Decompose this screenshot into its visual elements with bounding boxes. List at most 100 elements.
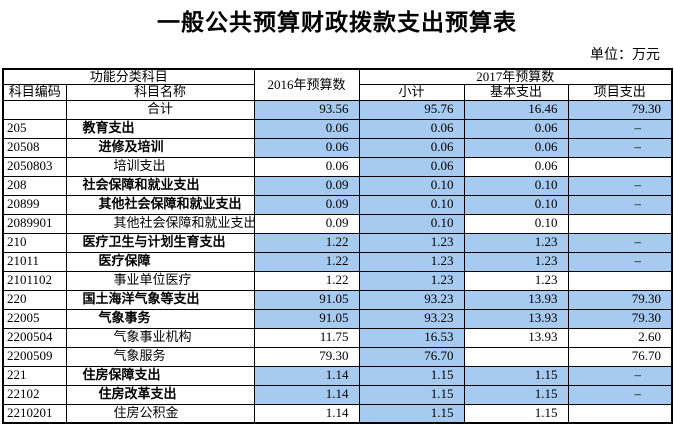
basic-2017-cell: 1.15 (463, 365, 569, 386)
subject-code-cell: 22005 (2, 308, 67, 329)
budget-2016-cell: 1.22 (253, 270, 360, 291)
budget-2016-cell: 91.05 (253, 289, 360, 310)
budget-2016-cell: 0.09 (253, 213, 360, 234)
subtotal-2017-cell: 1.15 (358, 384, 465, 405)
budget-2016-cell: 0.09 (253, 194, 360, 215)
subject-name-cell: 气象事务 (65, 308, 255, 329)
subtotal-2017-cell: 0.06 (358, 137, 465, 158)
subject-code-cell: 2200509 (2, 346, 67, 367)
subject-code-cell: 2200504 (2, 327, 67, 348)
table-row: 2101102 事业单位医疗 1.22 1.23 1.23 (2, 270, 673, 291)
budget-2016-cell: 0.09 (253, 175, 360, 196)
basic-2017-cell: 0.10 (463, 175, 569, 196)
subject-code-cell: 2050803 (2, 156, 67, 177)
subtotal-2017-cell: 1.23 (358, 232, 465, 253)
table-row: 2200509 气象服务 79.30 76.70 76.70 (2, 346, 673, 367)
total-label: 合计 (65, 99, 255, 120)
subject-name-cell: 医疗保障 (65, 251, 255, 272)
subject-code-cell: 205 (2, 118, 67, 139)
subtotal-2017-cell: 1.15 (358, 365, 465, 386)
table-row: 21011 医疗保障 1.22 1.23 1.23– (2, 251, 673, 272)
subject-code-cell: 208 (2, 175, 67, 196)
project-2017-cell: – (567, 118, 673, 139)
header-row-1: 功能分类科目 2016年预算数 2017年预算数 (2, 68, 673, 101)
project-2017-cell: 2.60 (567, 327, 673, 348)
page-title: 一般公共预算财政拨款支出预算表 (157, 10, 517, 35)
budget-2016-cell: 0.06 (253, 156, 360, 177)
basic-2017-cell (463, 346, 569, 367)
subject-code-cell: 20899 (2, 194, 67, 215)
header-subtotal: 小计 (358, 84, 465, 101)
project-2017-cell: – (567, 137, 673, 158)
table-row: 2050803 培训支出 0.06 0.06 0.06 (2, 156, 673, 177)
table-row: 2200504 气象事业机构 11.75 16.53 13.93 2.60 (2, 327, 673, 348)
subject-code-cell: 2089901 (2, 213, 67, 234)
basic-2017-cell: 13.93 (463, 308, 569, 329)
subject-name-cell: 其他社会保障和就业支出 (65, 194, 255, 215)
basic-2017-cell: 13.93 (463, 327, 569, 348)
subject-code-cell: 221 (2, 365, 67, 386)
subtotal-2017-cell: 1.15 (358, 403, 465, 424)
header-basic-expenditure: 基本支出 (463, 84, 569, 101)
basic-2017-cell: 1.23 (463, 270, 569, 291)
budget-table: 功能分类科目 2016年预算数 2017年预算数 科目编码 科目名称 小计 基本… (2, 68, 674, 424)
project-2017-cell: – (567, 175, 673, 196)
subject-code-cell: 22102 (2, 384, 67, 405)
project-2017-cell: 79.30 (567, 289, 673, 310)
subject-name-cell: 气象服务 (65, 346, 255, 367)
budget-2016-cell: 0.06 (253, 137, 360, 158)
subtotal-2017-cell: 1.23 (358, 251, 465, 272)
table-row: 2089901 其他社会保障和就业支出 0.09 0.10 0.10 (2, 213, 673, 234)
budget-2016-cell: 1.22 (253, 232, 360, 253)
budget-2016-cell: 79.30 (253, 346, 360, 367)
project-2017-cell: 76.70 (567, 346, 673, 367)
subject-code-cell: 21011 (2, 251, 67, 272)
subject-code-cell: 210 (2, 232, 67, 253)
project-2017-cell: – (567, 232, 673, 253)
project-2017-cell (567, 270, 673, 291)
table-row: 22102 住房改革支出 1.14 1.15 1.15– (2, 384, 673, 405)
basic-2017-cell: 0.06 (463, 137, 569, 158)
subtotal-2017-cell: 1.23 (358, 270, 465, 291)
subtotal-2017-cell: 0.10 (358, 213, 465, 234)
basic-2017-cell: 1.23 (463, 232, 569, 253)
subject-name-cell: 其他社会保障和就业支出 (65, 213, 255, 234)
subject-name-cell: 进修及培训 (65, 137, 255, 158)
budget-2016-cell: 1.14 (253, 403, 360, 424)
basic-2017-cell: 0.06 (463, 156, 569, 177)
basic-2017-cell: 0.10 (463, 194, 569, 215)
project-2017-cell: – (567, 384, 673, 405)
subject-name-cell: 教育支出 (65, 118, 255, 139)
basic-2017-cell: 0.10 (463, 213, 569, 234)
project-2017-cell: 79.30 (567, 308, 673, 329)
budget-2016-cell: 0.06 (253, 118, 360, 139)
total-budget-2016-cell: 93.56 (253, 99, 360, 120)
subtotal-2017-cell: 93.23 (358, 289, 465, 310)
basic-2017-cell: 1.15 (463, 384, 569, 405)
project-2017-cell (567, 403, 673, 424)
subject-name-cell: 国土海洋气象等支出 (65, 289, 255, 310)
basic-2017-cell: 0.06 (463, 118, 569, 139)
project-2017-cell: – (567, 365, 673, 386)
subject-name-cell: 社会保障和就业支出 (65, 175, 255, 196)
subject-name-cell: 医疗卫生与计划生育支出 (65, 232, 255, 253)
subject-name-cell: 住房公积金 (65, 403, 255, 424)
total-project-cell: 79.30 (567, 99, 673, 120)
header-row-2: 科目编码 科目名称 小计 基本支出 项目支出 (2, 84, 673, 101)
subtotal-2017-cell: 0.06 (358, 118, 465, 139)
total-basic-cell: 16.46 (463, 99, 569, 120)
header-budget-2016: 2016年预算数 (253, 68, 360, 101)
subject-code-cell: 2101102 (2, 270, 67, 291)
budget-2016-cell: 11.75 (253, 327, 360, 348)
subtotal-2017-cell: 76.70 (358, 346, 465, 367)
table-row: 20899 其他社会保障和就业支出 0.09 0.10 0.10– (2, 194, 673, 215)
subtotal-2017-cell: 0.10 (358, 194, 465, 215)
header-budget-2017: 2017年预算数 (358, 68, 673, 86)
table-row: 221 住房保障支出 1.14 1.15 1.15– (2, 365, 673, 386)
subject-name-cell: 事业单位医疗 (65, 270, 255, 291)
subtotal-2017-cell: 16.53 (358, 327, 465, 348)
subtotal-2017-cell: 0.10 (358, 175, 465, 196)
basic-2017-cell: 1.23 (463, 251, 569, 272)
subject-name-cell: 气象事业机构 (65, 327, 255, 348)
subject-code-cell: 20508 (2, 137, 67, 158)
